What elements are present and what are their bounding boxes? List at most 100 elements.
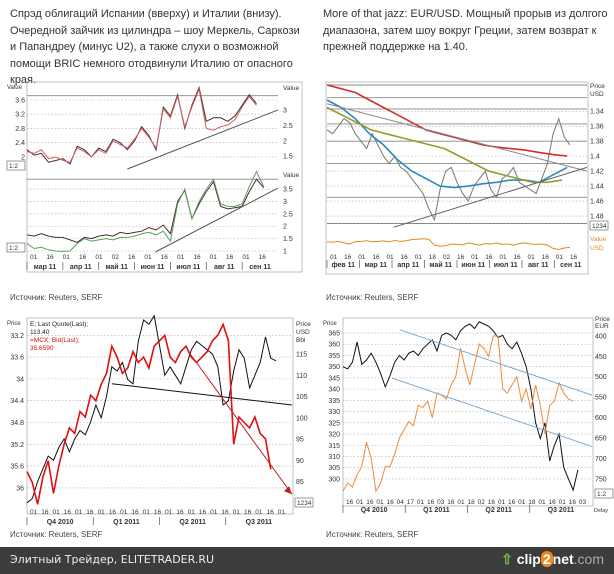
left-axis-tick-label: 330 [328,409,340,416]
legend-label: E; Last Quote(Last); [30,321,88,328]
x-axis-tick-label: 01 [415,254,423,261]
article-text-spreads: Спрэд облигаций Испании (вверху) и Итали… [10,8,300,86]
x-axis-tick-label: 01 [498,499,506,506]
scale-box [6,160,26,171]
scale-box [6,242,26,253]
x-axis-tick-label: 01 [417,499,425,506]
right-axis-header: EUR [595,323,609,330]
clip2net-logo[interactable]: ⇧ clip 2 net.com [501,551,604,568]
left-axis-tick-label: 315 [328,443,340,450]
x-axis-tick-label: 03 [437,499,445,506]
right-axis-tick-label: 3.5 [283,187,293,194]
footer-bar: Элитный Трейдер, ELITETRADER.RU ⇧ clip 2 n… [0,547,614,574]
left-axis-tick-label: 34.8 [10,420,24,427]
x-axis-tick-label: 16 [570,254,578,261]
right-axis-tick-label: 100 [296,415,308,422]
chart-frame [26,81,303,273]
x-axis-group-label: Q2 2011 [179,519,206,526]
right-axis-tick-label: 1.48 [590,214,604,221]
legend-value: 113.40 [30,329,50,336]
left-axis-tick-label: 34 [16,376,24,383]
x-axis-tick-label: 16 [549,499,557,506]
x-axis-tick-label: 01 [356,499,364,506]
x-axis-tick-label: 16 [569,499,577,506]
right-axis-header: Price [595,316,610,323]
x-axis-tick-label: 16 [344,254,352,261]
left-axis-tick-label: 325 [328,420,340,427]
left-axis-tick-label: 320 [328,432,340,439]
source-caption: Источник: Reuters, SERF [326,293,419,302]
x-axis-group-label: июн 11 [461,262,485,269]
brand-part: 2 [540,551,553,567]
scale-box-label: 1234 [592,223,607,230]
right-axis-tick-label: 1.46 [590,199,604,206]
x-axis-group-label: Q3 2011 [548,507,575,514]
x-axis-tick-label: 02 [112,254,120,261]
trendline [391,377,593,448]
x-axis-tick-label: 18 [429,254,437,261]
chart-3: Value USD [326,236,607,252]
left-axis-tick-label: 335 [328,398,340,405]
upload-arrow-icon: ⇧ [501,551,513,567]
right-axis-tick-label: 2 [283,138,287,145]
right-axis-tick-label: 115 [296,352,307,359]
scale-box-label: 1:2 [9,163,18,170]
x-axis-tick-label: 01 [457,499,465,506]
right-axis-tick-label: 1.36 [590,124,604,131]
x-axis-tick-label: 16 [244,509,252,516]
brand-part: net [552,551,574,567]
x-axis-tick-label: 16 [176,509,184,516]
x-axis-tick-label: 16 [221,509,229,516]
source-caption: Источник: Reuters, SERF [10,293,103,302]
x-axis-tick-label: 01 [95,254,103,261]
left-axis-tick-label: 310 [328,454,340,461]
left-axis-tick-label: 33.6 [10,355,24,362]
x-axis-tick-label: 16 [259,254,267,261]
x-axis-tick-label: 01 [255,509,263,516]
x-axis-tick-label: 18 [528,499,536,506]
right-axis-tick-label: 95 [296,437,304,444]
x-axis-tick-label: 16 [542,254,550,261]
x-axis-tick-label: 16 [128,254,136,261]
right-axis-header: Price [296,321,311,328]
left-axis-tick-label: 36 [16,485,24,492]
series-line-ma-olive [326,106,563,184]
right-axis-tick-label: 85 [296,479,304,486]
left-axis-header: Price [7,321,21,327]
right-axis-header: USD [296,329,310,336]
left-axis-tick-label: 365 [328,331,340,338]
x-axis-group-label: сен 11 [560,262,581,269]
left-axis-header: Value [7,85,23,91]
x-axis-tick-label: 16 [199,509,207,516]
right-axis-tick-label: 90 [296,458,304,465]
x-axis-tick-label: 01 [165,509,173,516]
left-axis-tick-label: 355 [328,353,340,360]
x-axis-group-label: авг 11 [528,262,549,269]
x-axis-tick-label: 16 [447,499,455,506]
x-axis-tick-label: 01 [144,254,152,261]
right-axis-tick-label: 1.5 [283,154,293,161]
series-line-usdrub [26,322,272,505]
x-axis-group-label: май 11 [429,261,452,269]
x-axis-group-label: Q3 2011 [246,519,273,526]
right-axis-header: Value [283,172,300,179]
right-axis-header: Value [590,236,607,243]
left-axis-tick-label: 2.4 [15,140,25,147]
x-axis-tick-label: 16 [372,254,380,261]
trendline-arrowhead [284,486,292,495]
x-axis-tick-label: 04 [397,499,405,506]
x-axis-tick-label: 01 [188,509,196,516]
x-axis-tick-label: 16 [508,499,516,506]
left-axis-tick-label: 345 [328,375,340,382]
x-axis-group-label: мар 11 [364,262,387,269]
x-axis-group-label: апр 11 [397,262,419,269]
x-axis-group-label: Q2 2011 [485,507,512,514]
left-axis-tick-label: 305 [328,465,340,472]
series-line-spread-green [26,170,265,253]
x-axis-tick-label: 02 [478,499,486,506]
series-line-index-black [342,321,579,492]
right-axis-tick-label: 2 [283,224,287,231]
chart-frame [26,317,294,515]
x-axis-tick-label: 01 [538,499,546,506]
right-axis-tick-label: 1 [283,249,287,256]
